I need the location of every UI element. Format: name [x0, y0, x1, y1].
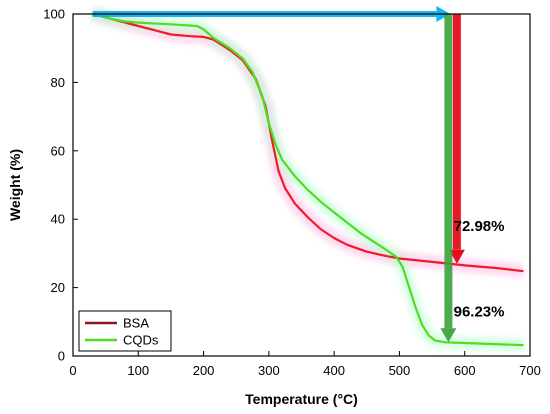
- series-line-cqds: [92, 12, 524, 347]
- x-tick-label: 200: [193, 363, 215, 378]
- annotation-bsa-loss: 72.98%: [454, 218, 505, 235]
- annotation-cqds-loss: 96.23%: [454, 304, 505, 321]
- y-tick-label: 60: [51, 143, 65, 158]
- legend-label-bsa: BSA: [123, 316, 149, 331]
- y-tick-label: 100: [43, 7, 65, 22]
- y-axis-title: Weight (%): [7, 149, 23, 221]
- legend-box: [78, 310, 172, 352]
- x-tick-label: 0: [69, 363, 76, 378]
- plot-frame: [72, 13, 531, 357]
- axis-ticks: 0 100 200 300 400 500 600 700 0 20 40 60 80 100: [43, 7, 541, 379]
- x-tick-label: 400: [323, 363, 345, 378]
- arrow-head: [440, 328, 457, 343]
- legend: BSA CQDs: [78, 310, 172, 352]
- x-tick-label: 300: [258, 363, 280, 378]
- annotations: 72.98% 96.23%: [454, 218, 505, 321]
- x-tick-label: 700: [519, 363, 541, 378]
- x-tick-label: 500: [389, 363, 411, 378]
- series-line-bsa: [92, 12, 524, 273]
- y-tick-label: 20: [51, 280, 65, 295]
- x-axis-title: Temperature (°C): [245, 391, 358, 407]
- legend-label-cqds: CQDs: [123, 333, 159, 348]
- x-tick-label: 600: [454, 363, 476, 378]
- y-tick-label: 40: [51, 212, 65, 227]
- y-tick-label: 80: [51, 75, 65, 90]
- x-tick-label: 100: [127, 363, 149, 378]
- series-layer: [92, 12, 524, 347]
- arrow-head: [448, 249, 465, 264]
- y-tick-label: 0: [58, 349, 65, 364]
